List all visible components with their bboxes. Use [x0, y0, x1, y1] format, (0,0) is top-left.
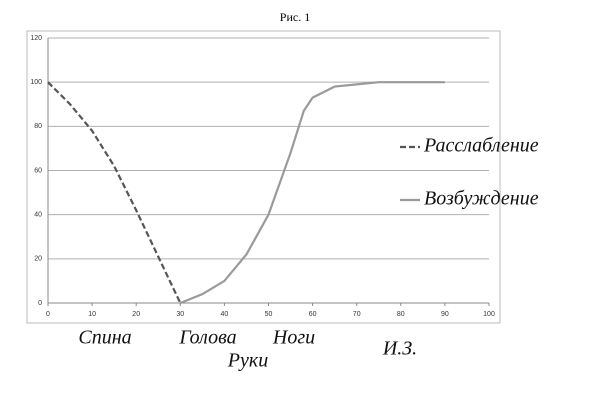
legend-label: Расслабление: [423, 135, 539, 157]
y-tick-label: 0: [38, 300, 42, 307]
annotation: Руки: [227, 350, 268, 372]
x-tick-label: 70: [353, 311, 361, 318]
y-tick-label: 20: [34, 256, 42, 263]
x-tick-label: 0: [46, 311, 50, 318]
annotation: Спина: [78, 327, 131, 349]
x-tick-label: 80: [397, 311, 405, 318]
annotation: Ноги: [272, 327, 315, 349]
x-tick-label: 50: [265, 311, 273, 318]
legend-label: Возбуждение: [424, 188, 539, 210]
annotation: И.З.: [382, 338, 417, 360]
x-tick-label: 40: [221, 311, 229, 318]
series-line: [47, 81, 182, 304]
chart-frame: [26, 30, 501, 324]
y-tick-label: 60: [34, 167, 42, 174]
x-tick-label: 60: [309, 311, 317, 318]
chart-title: Рис. 1: [280, 10, 310, 24]
y-tick-label: 120: [30, 35, 42, 42]
x-tick-label: 100: [483, 311, 495, 318]
annotation: Голова: [178, 327, 236, 349]
y-tick-label: 40: [34, 212, 42, 219]
x-tick-label: 30: [176, 311, 184, 318]
y-tick-label: 80: [34, 123, 42, 130]
x-tick-label: 20: [132, 311, 140, 318]
series-line: [179, 81, 445, 305]
y-tick-label: 100: [30, 79, 42, 86]
x-tick-label: 90: [441, 311, 449, 318]
x-tick-label: 10: [88, 311, 96, 318]
